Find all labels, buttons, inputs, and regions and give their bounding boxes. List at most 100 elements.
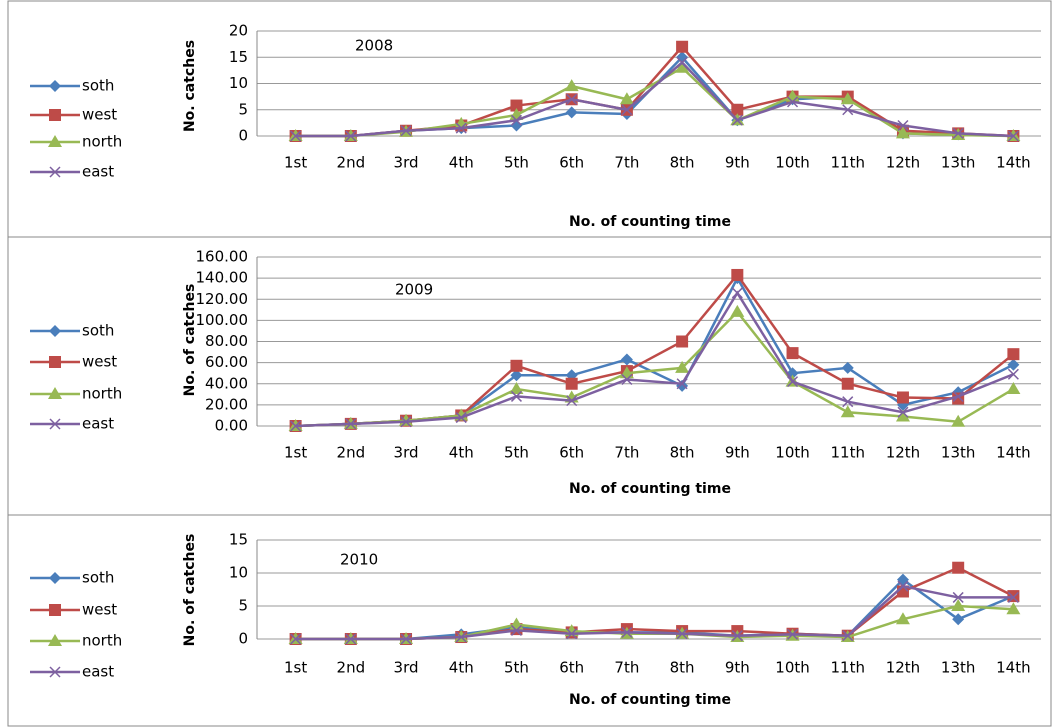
legend-label: east [82,415,114,433]
x-tick-label: 12th [886,154,920,172]
legend-marker [49,572,61,584]
data-point [842,104,854,116]
y-axis-title: No. of catches [182,534,198,647]
data-point [621,104,633,116]
data-point [787,376,799,388]
x-tick-label: 13th [941,659,975,677]
x-tick-label: 8th [670,444,695,462]
data-point [896,391,909,404]
x-tick-label: 3rd [394,154,419,172]
y-axis-title: No. of catches [182,284,198,397]
data-point [842,630,854,642]
data-point [895,409,910,422]
data-point [731,114,743,126]
x-tick-label: 10th [775,154,809,172]
data-point [510,114,522,126]
y-tick-label: 120.00 [196,290,249,308]
legend-marker [49,109,61,121]
data-point [675,60,690,73]
x-tick-label: 2nd [337,659,366,677]
data-point [895,126,910,139]
y-tick-label: 40.00 [205,374,248,392]
y-tick-label: 15 [229,531,248,549]
y-tick-label: 10 [229,74,248,92]
data-point [1007,591,1019,603]
legend-marker [49,418,61,430]
legend-label: north [82,385,122,403]
data-point [345,130,357,142]
annotation: 2009 [395,281,433,299]
data-point [676,628,688,640]
legend-label: west [82,601,117,619]
x-tick-label: 12th [886,444,920,462]
data-point [565,377,578,390]
data-point [952,591,964,603]
data-point [676,56,688,69]
data-point [951,414,966,427]
x-tick-label: 5th [504,444,529,462]
y-tick-label: 0 [238,630,248,648]
data-point [510,390,522,402]
y-tick-label: 5 [238,597,248,615]
x-axis-title: No. of counting time [569,692,731,708]
data-point [786,347,799,360]
x-tick-label: 1st [284,659,307,677]
x-tick-label: 6th [559,444,584,462]
data-point [1007,348,1020,361]
data-point [840,92,855,105]
x-tick-label: 7th [614,154,639,172]
data-point [454,116,469,129]
legend-label: north [82,133,122,151]
data-point [840,405,855,418]
x-tick-label: 5th [504,154,529,172]
x-tick-label: 10th [775,659,809,677]
x-axis-title: No. of counting time [569,481,731,497]
y-tick-label: 0.00 [215,417,248,435]
legend-marker [49,604,61,616]
data-point [455,631,467,643]
x-tick-label: 7th [614,444,639,462]
data-point [566,395,578,407]
data-point [842,396,854,408]
x-tick-label: 6th [559,659,584,677]
panel-border [7,514,1052,727]
data-point [731,287,743,299]
data-point [290,420,302,432]
x-tick-label: 9th [725,154,750,172]
x-tick-label: 8th [670,154,695,172]
data-point [841,377,854,390]
legend-marker [48,387,62,399]
x-tick-label: 4th [449,444,474,462]
x-tick-label: 11th [831,154,865,172]
x-tick-label: 13th [941,154,975,172]
legend-label: north [82,632,122,650]
data-point [619,92,634,105]
legend-marker [49,80,61,92]
x-tick-label: 14th [996,444,1030,462]
data-point [345,633,357,645]
data-point [676,335,689,348]
data-point [730,304,745,317]
data-point [565,106,578,119]
data-point [1007,368,1019,380]
y-tick-label: 80.00 [205,332,248,350]
data-point [676,378,688,390]
data-point [895,612,910,625]
data-point [510,369,523,382]
data-point [731,268,744,281]
annotation: 2008 [355,37,393,55]
data-point [400,125,412,137]
x-tick-label: 13th [941,444,975,462]
x-tick-label: 11th [831,444,865,462]
data-point [787,628,799,640]
legend-marker [49,166,61,178]
x-tick-label: 3rd [394,444,419,462]
x-tick-label: 14th [996,154,1030,172]
legend-marker [48,135,62,147]
x-tick-label: 5th [504,659,529,677]
data-point [621,626,633,638]
data-point [400,633,412,645]
legend-label: soth [82,77,114,95]
x-tick-label: 3rd [394,659,419,677]
data-point [564,79,579,92]
